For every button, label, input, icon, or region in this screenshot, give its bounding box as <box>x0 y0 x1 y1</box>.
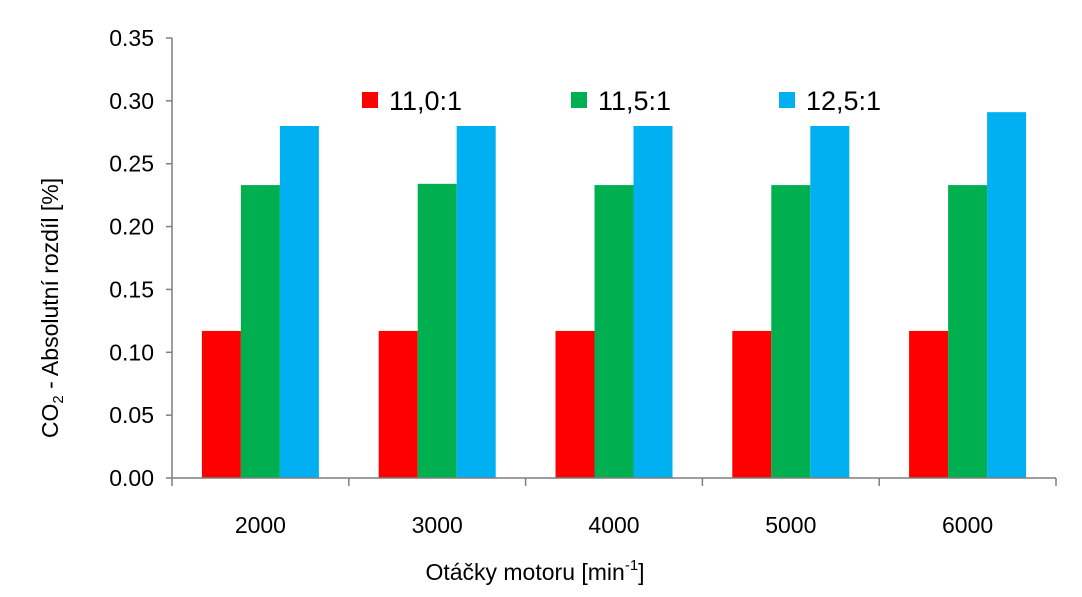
y-axis-title-subscript: 2 <box>50 395 67 403</box>
legend-swatch-3 <box>779 92 795 108</box>
legend-label-3: 12,5:1 <box>806 86 881 116</box>
x-axis-title-superscript: -1 <box>625 557 638 574</box>
y-ticks: 0.00 0.05 0.10 0.15 0.20 0.25 0.30 0.35 <box>109 25 172 491</box>
y-tick-label: 0.10 <box>109 339 154 365</box>
bar-6000-series-1 <box>909 330 949 478</box>
y-axis-title-main: CO <box>37 404 63 439</box>
bar-5000-series-2 <box>771 185 811 479</box>
x-axis-title-end: ] <box>638 559 644 585</box>
legend-label-1: 11,0:1 <box>389 86 462 116</box>
axes <box>171 38 1056 479</box>
bar-4000-series-2 <box>594 185 634 479</box>
legend-swatch-1 <box>362 92 378 108</box>
bar-3000-series-3 <box>456 126 496 478</box>
bar-2000-series-2 <box>240 185 280 479</box>
bar-3000-series-2 <box>417 183 457 479</box>
x-tick-label: 2000 <box>235 512 286 538</box>
x-tick-label: 5000 <box>765 512 816 538</box>
bar-6000-series-2 <box>948 185 988 479</box>
x-tick-label: 3000 <box>412 512 463 538</box>
y-axis-title: CO2 - Absolutní rozdíl [%] <box>37 178 67 438</box>
legend: 11,0:1 11,5:1 12,5:1 <box>362 86 881 116</box>
bar-2000-series-3 <box>279 126 319 478</box>
bar-5000-series-3 <box>810 126 850 478</box>
bar-5000-series-1 <box>732 330 772 478</box>
x-axis-title-main: Otáčky motoru [min <box>425 559 624 585</box>
y-tick-label: 0.15 <box>109 276 154 302</box>
legend-label-2: 11,5:1 <box>598 86 671 116</box>
y-tick-label: 0.25 <box>109 151 154 177</box>
y-tick-label: 0.20 <box>109 214 154 240</box>
x-axis-title: Otáčky motoru [min-1] <box>425 557 644 585</box>
y-axis-title-rest: - Absolutní rozdíl [%] <box>37 178 63 395</box>
x-tick-label: 4000 <box>588 512 639 538</box>
y-tick-label: 0.00 <box>109 465 154 491</box>
bar-6000-series-3 <box>987 112 1027 479</box>
legend-swatch-2 <box>571 92 587 108</box>
x-ticks: 2000 3000 4000 5000 6000 <box>171 478 1057 538</box>
bar-2000-series-1 <box>201 330 241 478</box>
bar-4000-series-1 <box>555 330 595 478</box>
bar-4000-series-3 <box>633 126 673 478</box>
bars <box>201 112 1027 479</box>
y-tick-label: 0.35 <box>109 25 154 51</box>
y-tick-label: 0.30 <box>109 88 154 114</box>
bar-3000-series-1 <box>378 330 418 478</box>
x-tick-label: 6000 <box>942 512 993 538</box>
y-tick-label: 0.05 <box>109 402 154 428</box>
